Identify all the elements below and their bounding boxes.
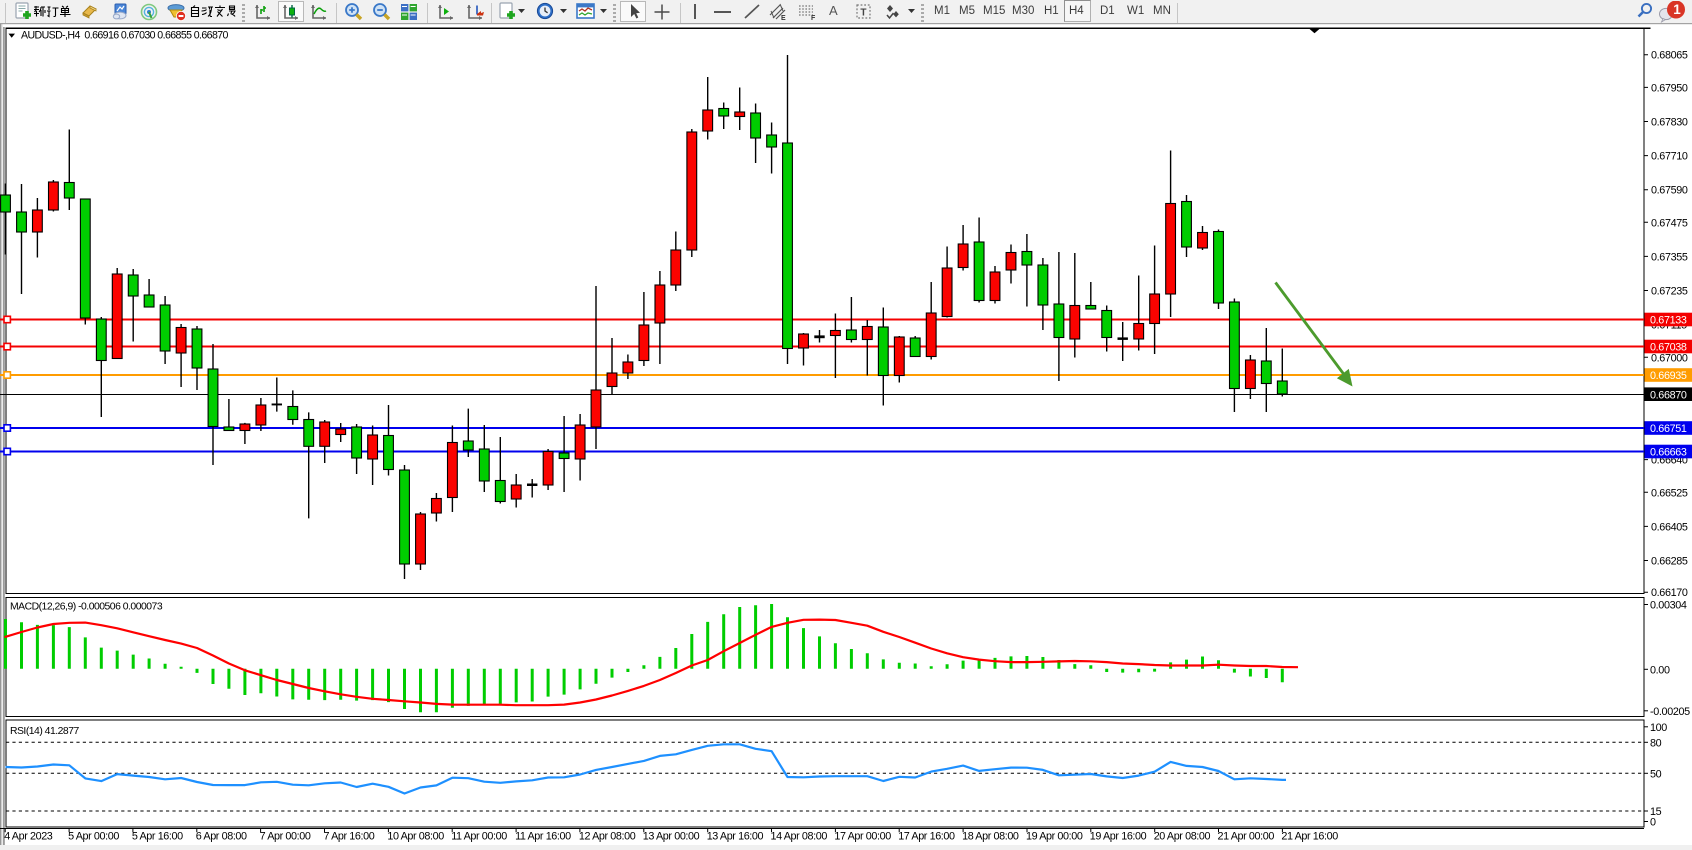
svg-text:11 Apr 16:00: 11 Apr 16:00: [515, 831, 571, 843]
svg-text:0.66285: 0.66285: [1651, 556, 1688, 568]
svg-text:14 Apr 08:00: 14 Apr 08:00: [771, 831, 828, 843]
svg-text:E: E: [781, 15, 786, 22]
svg-text:19 Apr 16:00: 19 Apr 16:00: [1090, 831, 1147, 843]
svg-text:0.66751: 0.66751: [1650, 423, 1687, 435]
svg-text:4 Apr 2023: 4 Apr 2023: [4, 831, 53, 843]
svg-text:15: 15: [1650, 806, 1662, 818]
svg-text:21 Apr 00:00: 21 Apr 00:00: [1218, 831, 1275, 843]
svg-text:18 Apr 08:00: 18 Apr 08:00: [962, 831, 1019, 843]
svg-text:7 Apr 16:00: 7 Apr 16:00: [324, 831, 375, 843]
svg-text:0.67038: 0.67038: [1650, 342, 1687, 354]
svg-text:0.67133: 0.67133: [1650, 315, 1687, 327]
svg-text:5 Apr 16:00: 5 Apr 16:00: [132, 831, 183, 843]
svg-text:0.67590: 0.67590: [1651, 185, 1688, 197]
svg-text:12 Apr 08:00: 12 Apr 08:00: [579, 831, 636, 843]
svg-text:T: T: [860, 8, 866, 19]
svg-text:0.67830: 0.67830: [1651, 117, 1688, 129]
svg-text:50: 50: [1650, 768, 1662, 780]
svg-text:17 Apr 00:00: 17 Apr 00:00: [834, 831, 891, 843]
svg-text:19 Apr 00:00: 19 Apr 00:00: [1026, 831, 1083, 843]
svg-text:20 Apr 08:00: 20 Apr 08:00: [1154, 831, 1211, 843]
svg-text:11 Apr 00:00: 11 Apr 00:00: [451, 831, 507, 843]
svg-text:0.66935: 0.66935: [1650, 370, 1687, 382]
svg-text:MACD(12,26,9) -0.000506 0.0000: MACD(12,26,9) -0.000506 0.000073: [10, 601, 163, 612]
svg-text:0.68065: 0.68065: [1651, 50, 1688, 62]
svg-text:0.00304: 0.00304: [1650, 600, 1687, 612]
svg-text:13 Apr 16:00: 13 Apr 16:00: [707, 831, 764, 843]
svg-text:10 Apr 08:00: 10 Apr 08:00: [387, 831, 444, 843]
svg-text:AUDUSD-,H4 0.66916 0.67030 0.: AUDUSD-,H4 0.66916 0.67030 0.66855 0.668…: [21, 30, 229, 42]
svg-text:0.66405: 0.66405: [1651, 521, 1688, 533]
svg-text:0.67355: 0.67355: [1651, 251, 1688, 263]
svg-text:RSI(14) 41.2877: RSI(14) 41.2877: [10, 726, 79, 737]
svg-text:5 Apr 00:00: 5 Apr 00:00: [68, 831, 119, 843]
svg-text:F: F: [811, 15, 816, 22]
svg-text:1: 1: [1673, 2, 1681, 17]
svg-text:0.67000: 0.67000: [1651, 352, 1688, 364]
svg-text:0.00: 0.00: [1650, 664, 1670, 676]
svg-text:0.67235: 0.67235: [1651, 286, 1688, 298]
svg-text:7 Apr 00:00: 7 Apr 00:00: [260, 831, 311, 843]
svg-text:13 Apr 00:00: 13 Apr 00:00: [643, 831, 700, 843]
svg-text:0.66663: 0.66663: [1650, 447, 1687, 459]
svg-text:21 Apr 16:00: 21 Apr 16:00: [1281, 831, 1338, 843]
svg-text:-0.00205: -0.00205: [1650, 706, 1690, 718]
svg-text:17 Apr 16:00: 17 Apr 16:00: [898, 831, 955, 843]
svg-text:0.67950: 0.67950: [1651, 82, 1688, 94]
svg-text:0.67710: 0.67710: [1651, 151, 1688, 163]
svg-text:6 Apr 08:00: 6 Apr 08:00: [196, 831, 247, 843]
svg-text:100: 100: [1650, 722, 1667, 734]
svg-text:0.66170: 0.66170: [1651, 587, 1688, 599]
svg-text:0.66525: 0.66525: [1651, 487, 1688, 499]
svg-text:0.67475: 0.67475: [1651, 217, 1688, 229]
svg-text:0.66870: 0.66870: [1650, 389, 1687, 401]
svg-text:0: 0: [1650, 817, 1656, 829]
svg-text:80: 80: [1650, 737, 1662, 749]
